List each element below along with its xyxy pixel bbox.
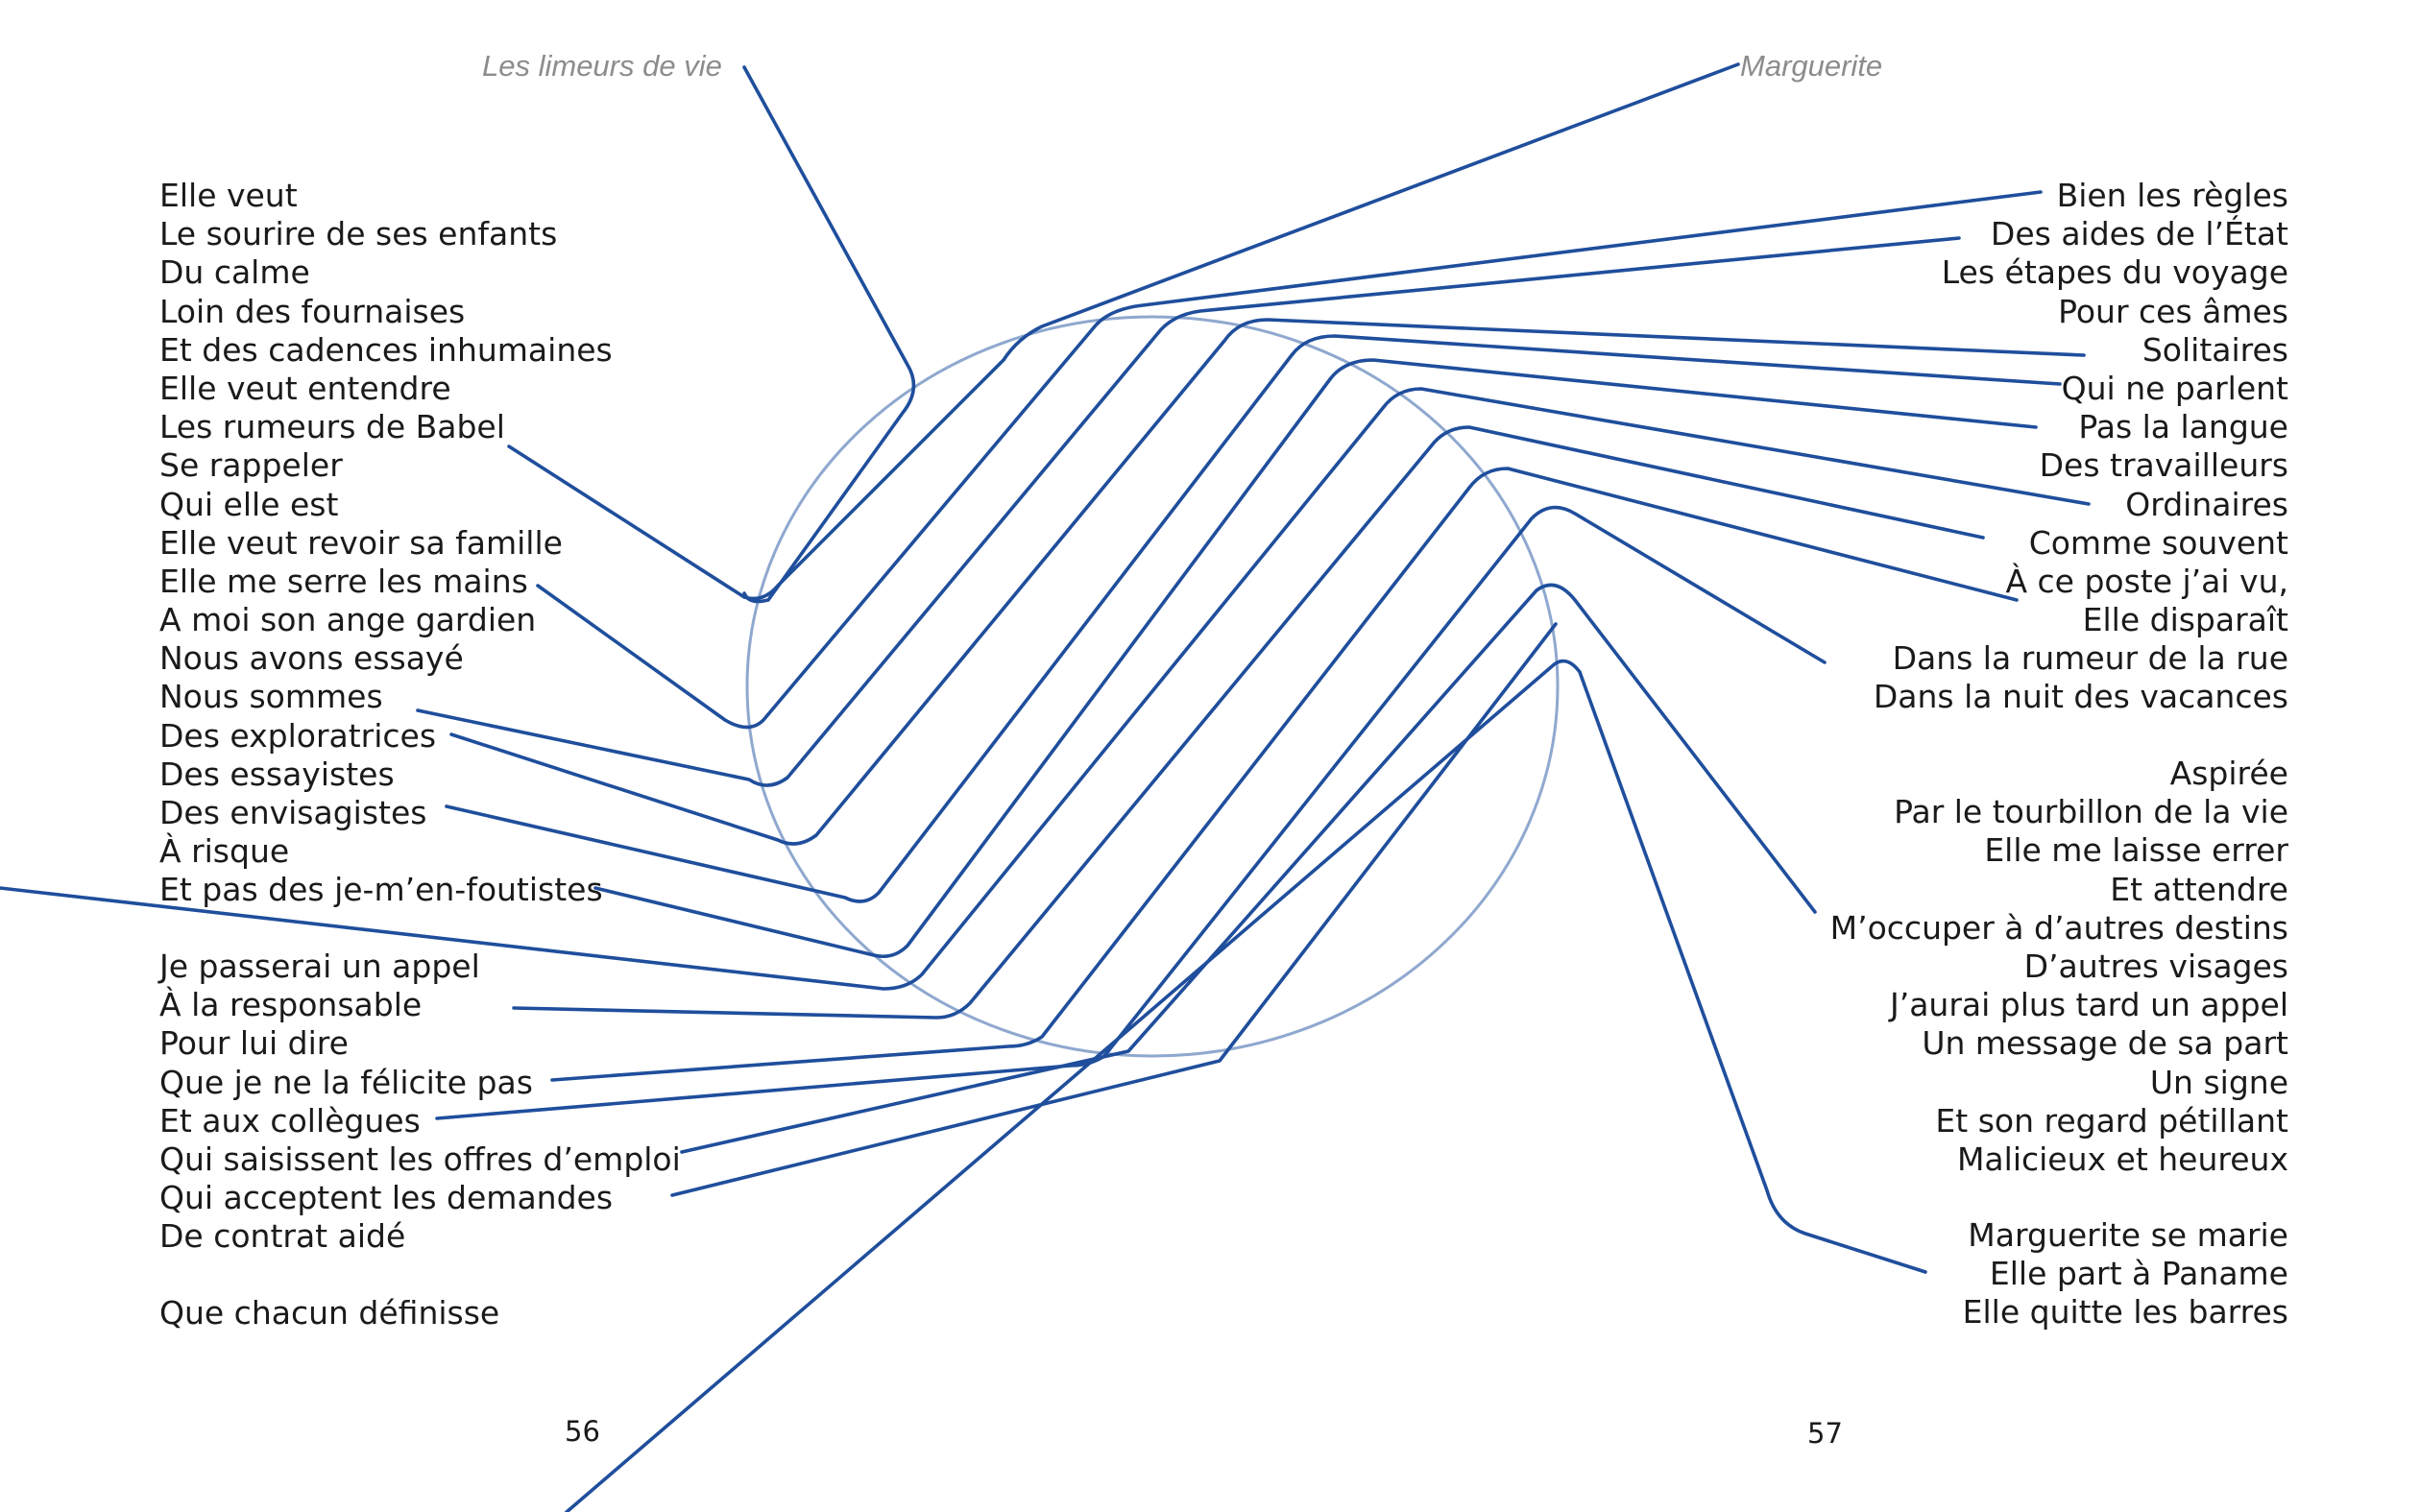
right-poem-block-1: Bien les règles Des aides de l’État Les ét… — [1874, 177, 2288, 717]
strand-4 — [416, 236, 1961, 787]
page-number-right: 57 — [1807, 1417, 1843, 1450]
right-poem-block-2: Aspirée Par le tourbillon de la vie Elle m… — [1830, 755, 2288, 1179]
strand-1 — [742, 65, 916, 604]
poem-line: Du calme — [159, 253, 310, 292]
poem-line: À risque — [159, 832, 290, 871]
strand-11 — [435, 505, 1827, 1120]
poem-line: Dans la nuit des vacances — [1873, 678, 2288, 716]
poem-line: Malicieux et heureux — [1956, 1140, 2288, 1178]
poem-line: Pour lui dire — [159, 1024, 349, 1063]
poem-line: Qui ne parlent — [2061, 369, 2288, 407]
poem-line: Comme souvent — [2028, 523, 2288, 562]
left-poem-block-1: Elle veut Le sourire de ses enfants Du cal… — [159, 177, 613, 910]
poem-line: Elle quitte les barres — [1962, 1293, 2288, 1332]
poem-line: Que je ne la félicite pas — [159, 1063, 533, 1101]
poem-line: Par le tourbillon de la vie — [1894, 793, 2288, 831]
strand-5 — [449, 318, 2086, 846]
poem-line: Dans la rumeur de la rue — [1892, 639, 2288, 678]
strand-14 — [565, 659, 1927, 1512]
strand-7 — [593, 358, 2038, 959]
poem-line: Elle me serre les mains — [159, 562, 528, 600]
ellipse-outline — [745, 315, 1560, 1058]
poem-line: Et pas des je-m’en-foutistes — [159, 871, 603, 909]
poem-line: Je passerai un appel — [159, 948, 480, 985]
poem-line: À la responsable — [159, 986, 423, 1024]
poem-line: Bien les règles — [2056, 177, 2288, 214]
poem-line: Solitaires — [2142, 330, 2288, 369]
poem-line: Des travailleurs — [2039, 446, 2288, 485]
poem-line: Marguerite se marie — [1968, 1216, 2288, 1254]
poem-line: Elle part à Paname — [1989, 1255, 2288, 1293]
poem-line: Elle me laisse errer — [1984, 831, 2288, 870]
title-right: Marguerite — [1740, 49, 1883, 83]
poem-line: Loin des fournaises — [159, 292, 466, 330]
strand-13 — [670, 622, 1558, 1197]
poem-line: Nous avons essayé — [159, 639, 464, 678]
poem-line: Elle veut entendre — [159, 369, 451, 407]
poem-line: Des essayistes — [159, 755, 395, 793]
poem-line: Et son regard pétillant — [1935, 1101, 2288, 1140]
poem-line: Ordinaires — [2125, 485, 2288, 523]
strand-8 — [0, 387, 2091, 991]
poem-line: De contrat aidé — [159, 1217, 406, 1256]
page-number-left: 56 — [565, 1415, 600, 1448]
poem-line: Et des cadences inhumaines — [159, 330, 613, 369]
poem-line: Pour ces âmes — [2058, 292, 2288, 330]
poem-line: Qui saisissent les offres d’emploi — [159, 1140, 681, 1178]
poem-line: Nous sommes — [159, 678, 383, 716]
poem-line: Un message de sa part — [1922, 1024, 2288, 1063]
left-poem-block-2: Je passerai un appel À la responsable Pour… — [159, 948, 681, 1257]
poem-line: À ce poste j’ai vu, — [2005, 562, 2288, 600]
poem-line: Pas la langue — [2078, 408, 2288, 446]
poem-line: Qui elle est — [159, 485, 339, 523]
poem-line: Et aux collègues — [159, 1101, 421, 1140]
poem-line: A moi son ange gardien — [159, 601, 537, 639]
poem-line: J’aurai plus tard un appel — [1889, 986, 2288, 1024]
right-poem-block-3: Marguerite se marie Elle part à Paname Ell… — [1963, 1216, 2288, 1332]
left-poem-block-3: Que chacun définisse — [159, 1294, 499, 1332]
poem-line: D’autres visages — [2023, 947, 2288, 985]
poem-line: Elle veut — [159, 177, 298, 214]
poem-line: Le sourire de ses enfants — [159, 215, 558, 253]
strand-9 — [512, 425, 1985, 1020]
poem-line: Des envisagistes — [159, 794, 427, 831]
strand-6 — [445, 334, 2062, 903]
poem-line: Les rumeurs de Babel — [159, 408, 505, 446]
poem-line: Se rappeler — [159, 446, 343, 485]
poem-line: Des exploratrices — [159, 716, 437, 755]
poem-line: Qui acceptent les demandes — [159, 1179, 614, 1217]
poem-line: M’occuper à d’autres destins — [1829, 908, 2288, 947]
title-left: Les limeurs de vie — [482, 49, 722, 83]
poem-line: Et attendre — [2110, 870, 2288, 908]
poem-line: Elle veut revoir sa famille — [159, 523, 563, 562]
strand-3 — [536, 190, 2043, 730]
poem-line: Les étapes du voyage — [1941, 253, 2288, 292]
poem-line: Elle disparaît — [2082, 601, 2288, 639]
poem-line: Aspirée — [2169, 755, 2288, 792]
strand-2 — [507, 62, 1740, 601]
poem-line: Des aides de l’État — [1990, 215, 2288, 253]
strand-12 — [680, 583, 1817, 1154]
strand-10 — [550, 467, 2019, 1082]
poem-line: Que chacun définisse — [159, 1294, 500, 1332]
poem-line: Un signe — [2149, 1063, 2288, 1101]
